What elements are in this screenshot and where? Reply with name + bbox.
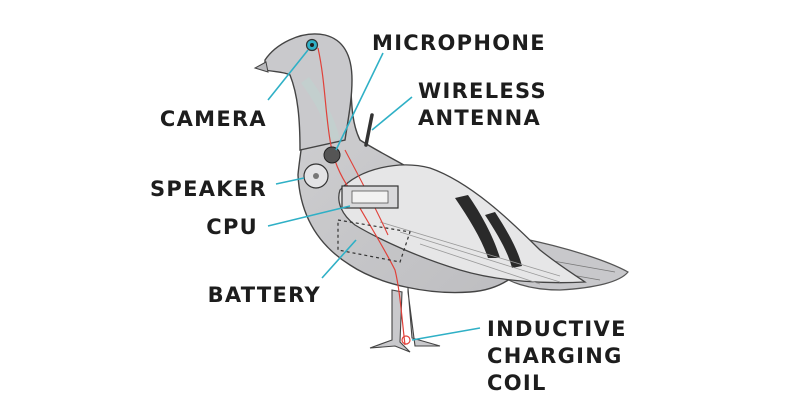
pigeon-leg xyxy=(407,287,441,347)
wing-bar xyxy=(485,212,522,268)
label-inductive-charging-coil: INDUCTIVE CHARGING COIL xyxy=(487,316,627,397)
label-speaker-line: SPEAKER xyxy=(149,177,267,201)
label-battery: BATTERY xyxy=(208,282,321,309)
leader-battery xyxy=(321,239,357,279)
leader-camera xyxy=(267,49,309,101)
label-cpu-line: CPU xyxy=(206,215,258,239)
pigeon-beak xyxy=(253,61,269,73)
leader-charging-coil xyxy=(411,327,481,341)
leader-speaker xyxy=(275,177,305,185)
label-camera-line: CAMERA xyxy=(159,107,267,131)
microphone-icon xyxy=(323,146,341,164)
label-coil-line1: INDUCTIVE xyxy=(487,317,627,341)
label-wireless-antenna-line1: WIRELESS xyxy=(418,79,547,103)
label-camera: CAMERA xyxy=(160,106,267,133)
label-wireless-antenna-line2: ANTENNA xyxy=(418,106,542,130)
label-coil-line2: CHARGING xyxy=(487,344,623,368)
label-microphone-line: MICROPHONE xyxy=(372,31,546,55)
label-wireless-antenna: WIRELESS ANTENNA xyxy=(418,78,547,132)
label-microphone: MICROPHONE xyxy=(372,30,546,57)
label-speaker: SPEAKER xyxy=(150,176,267,203)
pigeon-wing xyxy=(338,164,587,284)
charging-coil-icon xyxy=(401,335,411,345)
leader-microphone xyxy=(335,52,384,151)
label-coil-line3: COIL xyxy=(487,371,547,395)
leader-antenna xyxy=(371,96,413,131)
pigeon-leg xyxy=(369,289,411,353)
antenna-icon xyxy=(364,113,374,147)
leader-cpu xyxy=(267,205,351,227)
wing-bar xyxy=(455,195,500,258)
label-battery-line: BATTERY xyxy=(207,283,321,307)
battery-outline xyxy=(337,219,411,263)
label-cpu: CPU xyxy=(206,214,258,241)
